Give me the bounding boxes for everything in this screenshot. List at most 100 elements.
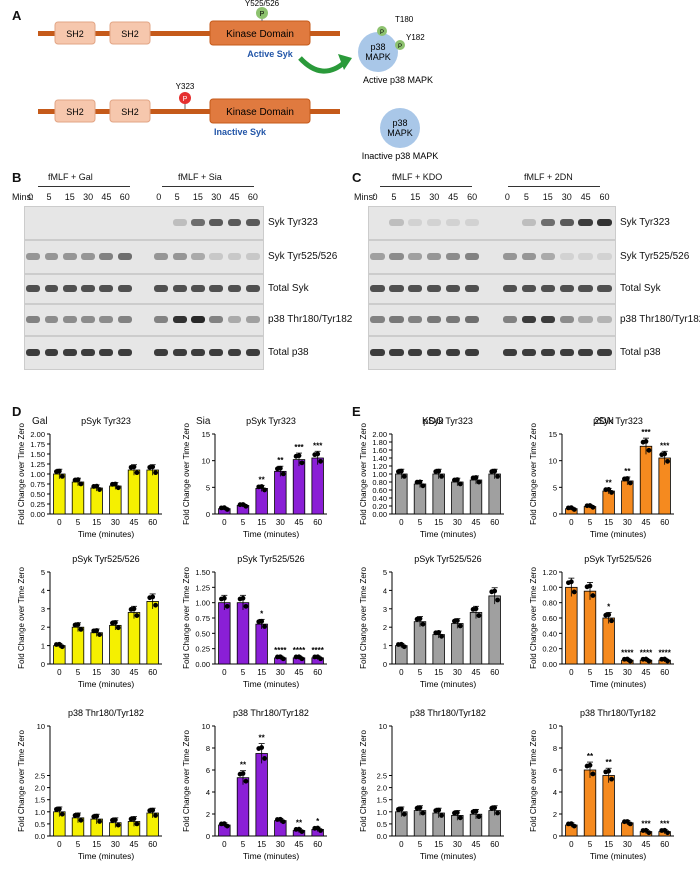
blot-row-label: Total p38 [620,347,661,358]
blot-band [389,285,404,292]
data-point [299,460,305,466]
blot-band [154,285,169,292]
blot-b-group1-label: fMLF + Gal [48,172,93,182]
y-tick-label: 0.80 [542,599,557,608]
bar [292,459,306,515]
blot-band [44,349,59,356]
significance-label: ** [259,734,266,743]
bar [451,481,464,515]
blot-band [245,349,260,356]
activation-arrow-head [338,54,352,70]
bar [218,602,231,665]
data-point [78,817,84,823]
y-tick-label: 0 [383,660,387,669]
blot-time-label: 45 [448,192,459,202]
data-point [131,816,137,821]
data-point [224,507,230,512]
y-tick-label: 1.50 [30,450,45,459]
x-tick-label: 0 [569,840,574,849]
y-tick-label: 0.20 [542,645,557,654]
data-point [243,778,249,784]
blot-band [172,316,187,323]
x-tick-label: 45 [642,518,651,527]
data-point [97,819,102,824]
x-tick-label: 45 [130,668,139,677]
data-point [587,583,593,589]
blot-band [370,316,385,323]
data-point [131,464,137,470]
blot-band [597,316,612,323]
blot-b-group2-label: fMLF + Sia [178,172,222,182]
x-tick-label: 5 [418,518,423,527]
y-tick-label: 0.20 [372,502,387,511]
blot-band [521,285,537,292]
y-tick-label: 3 [41,605,45,614]
x-tick-label: 60 [490,840,499,849]
y-tick-label: 0.00 [542,660,557,669]
y-tick-label: 0 [553,832,557,841]
y-tick-label: 0.50 [30,490,45,499]
x-tick-label: 0 [399,840,404,849]
y-tick-label: 1.50 [195,568,210,577]
panel-label-d: D [12,404,22,419]
data-point [280,819,286,825]
blot-band [172,285,187,292]
bar [274,470,287,515]
y-tick-label: 15 [549,430,557,439]
data-point [417,616,423,622]
chart-title: pSyk Tyr323 [423,416,473,426]
blot-band [245,285,260,292]
blot-b-group2-line [162,186,254,187]
y-tick-label: 1.00 [30,470,45,479]
blot-band [81,285,96,292]
blot-band [99,349,114,356]
blot-band [26,285,41,292]
blot-strip [24,336,264,370]
blot-band [99,316,114,323]
data-point [150,464,156,470]
data-point [150,807,156,813]
blot-band [559,253,574,260]
blot-band [502,349,518,356]
y-tick-label: 5 [41,568,45,577]
data-point [587,762,593,768]
data-point [454,810,460,815]
blot-band [209,316,224,323]
significance-label: **** [640,648,653,657]
blot-time-label: 45 [580,192,591,202]
inactive-p-label: P [183,96,188,103]
blot-row-label: p38 Thr180/Tyr182 [620,314,700,325]
blot-band [578,349,593,356]
blot-band [427,253,442,260]
data-point [473,606,479,612]
significance-label: *** [660,441,670,450]
x-tick-label: 60 [490,668,499,677]
blot-b-mins-label: Mins: [12,192,34,202]
blot-band [245,219,260,226]
inactive-sh2-domain-1 [54,99,96,123]
blot-band [190,285,205,292]
condition-title-sia: Sia [196,416,211,427]
y-tick-label: 1.5 [35,796,45,805]
x-tick-label: 0 [399,668,404,677]
data-point [662,451,668,457]
blot-band [172,219,187,226]
y-tick-label: 6 [553,766,557,775]
x-tick-label: 0 [222,518,227,527]
data-point [457,623,463,629]
panel-label-e: E [352,404,361,419]
bar [583,590,597,665]
x-tick-label: 60 [660,668,669,677]
data-point [606,768,612,774]
activation-arrow [298,56,347,74]
blot-time-label: 15 [542,192,553,202]
significance-label: * [607,602,611,611]
data-point [627,480,633,486]
inactive-phospho-circle [179,92,191,104]
data-point [97,487,102,492]
data-point [439,633,444,639]
data-point [224,823,230,829]
chart-title: p38 Thr180/Tyr182 [68,708,144,718]
x-tick-label: 0 [57,518,62,527]
blot-time-label: 15 [192,192,203,202]
